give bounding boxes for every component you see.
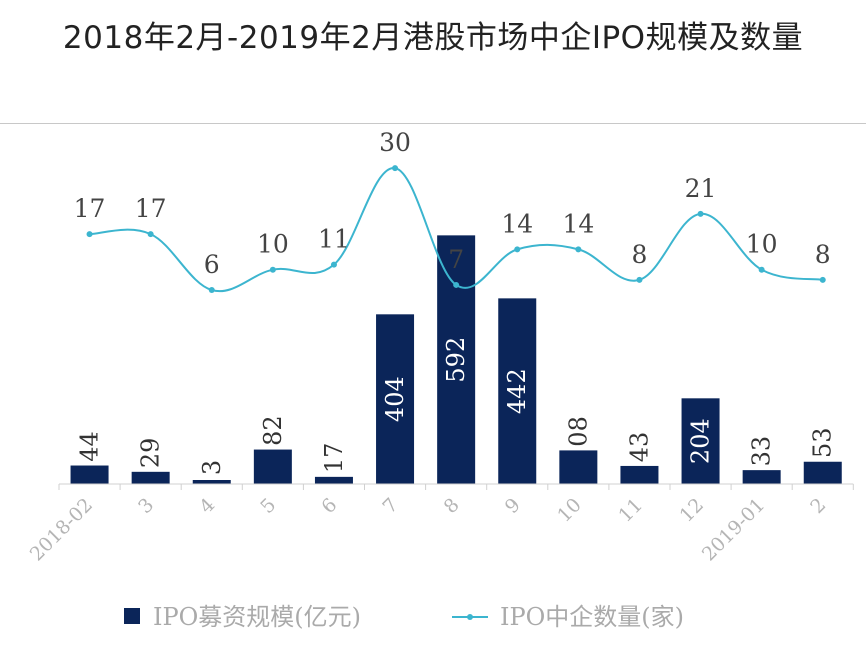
bar-5	[253, 449, 292, 484]
line-point-2018-02	[86, 231, 93, 238]
bar-2018-02	[70, 465, 109, 484]
line-point-6	[330, 261, 337, 268]
title-divider	[0, 123, 866, 124]
legend-bar-swatch	[124, 608, 140, 624]
legend-bar-label: IPO募资规模(亿元)	[153, 603, 361, 631]
bar-label-4: 3	[198, 460, 226, 475]
line-label-11: 8	[631, 240, 647, 269]
legend-line-label: IPO中企数量(家)	[500, 603, 684, 631]
bar-label-6: 17	[320, 443, 348, 474]
bar-label-2018-02: 44	[76, 431, 104, 462]
line-label-7: 30	[379, 128, 411, 157]
bar-4	[192, 480, 231, 484]
bar-label-2019-01: 33	[748, 436, 776, 467]
line-label-2019-01: 10	[746, 230, 778, 259]
bar-label-2: 53	[809, 427, 837, 458]
line-point-11	[636, 276, 643, 283]
line-label-8: 7	[448, 245, 464, 274]
bar-label-5: 82	[259, 415, 287, 446]
x-tick-label-3: 3	[134, 494, 158, 518]
line-point-12	[697, 210, 704, 217]
line-label-9: 14	[501, 209, 533, 238]
x-tick-label-12: 12	[675, 494, 708, 527]
line-label-5: 10	[257, 230, 289, 259]
bar-9	[498, 298, 537, 484]
line-label-3: 17	[135, 194, 167, 223]
bar-2019-01	[742, 470, 781, 484]
bar-label-9: 442	[503, 368, 531, 414]
x-tick-label-10: 10	[553, 494, 586, 527]
line-point-9	[514, 246, 521, 253]
bar-10	[559, 450, 598, 484]
x-tick-label-11: 11	[614, 494, 647, 527]
x-tick-label-6: 6	[317, 494, 341, 518]
line-point-2019-01	[758, 266, 765, 273]
legend-line-marker	[467, 614, 473, 620]
bar-label-12: 204	[687, 418, 715, 464]
x-tick-label-7: 7	[378, 494, 402, 518]
line-point-7	[392, 165, 399, 172]
bar-6	[314, 476, 353, 484]
x-tick-label-9: 9	[501, 494, 525, 518]
bar-label-3: 29	[137, 438, 165, 469]
x-tick-label-2018-02: 2018-02	[26, 494, 97, 565]
x-tick-label-5: 5	[256, 494, 280, 518]
bar-label-8: 592	[442, 337, 470, 383]
bar-11	[620, 465, 659, 484]
line-label-6: 11	[318, 225, 350, 254]
bar-7	[376, 314, 415, 484]
line-label-2018-02: 17	[74, 194, 106, 223]
x-tick-label-8: 8	[440, 494, 464, 518]
line-point-2	[819, 276, 826, 283]
bar-12	[681, 398, 720, 484]
x-tick-label-2: 2	[806, 494, 830, 518]
line-label-2: 8	[815, 240, 831, 269]
line-label-4: 6	[204, 250, 220, 279]
bar-label-7: 404	[381, 376, 409, 422]
bar-label-10: 08	[564, 416, 592, 447]
x-tick-label-2019-01: 2019-01	[698, 494, 769, 565]
line-point-8	[453, 281, 460, 288]
line-point-4	[208, 287, 215, 294]
line-point-10	[575, 246, 582, 253]
bar-2	[803, 461, 842, 484]
bar-3	[131, 471, 170, 484]
line-point-3	[147, 231, 154, 238]
x-tick-label-4: 4	[195, 494, 219, 518]
chart-title: 2018年2月-2019年2月港股市场中企IPO规模及数量	[62, 20, 804, 56]
line-point-5	[269, 266, 276, 273]
line-label-10: 14	[562, 209, 594, 238]
bar-8	[437, 235, 476, 484]
bar-label-11: 43	[625, 432, 653, 463]
line-label-12: 21	[685, 174, 717, 203]
